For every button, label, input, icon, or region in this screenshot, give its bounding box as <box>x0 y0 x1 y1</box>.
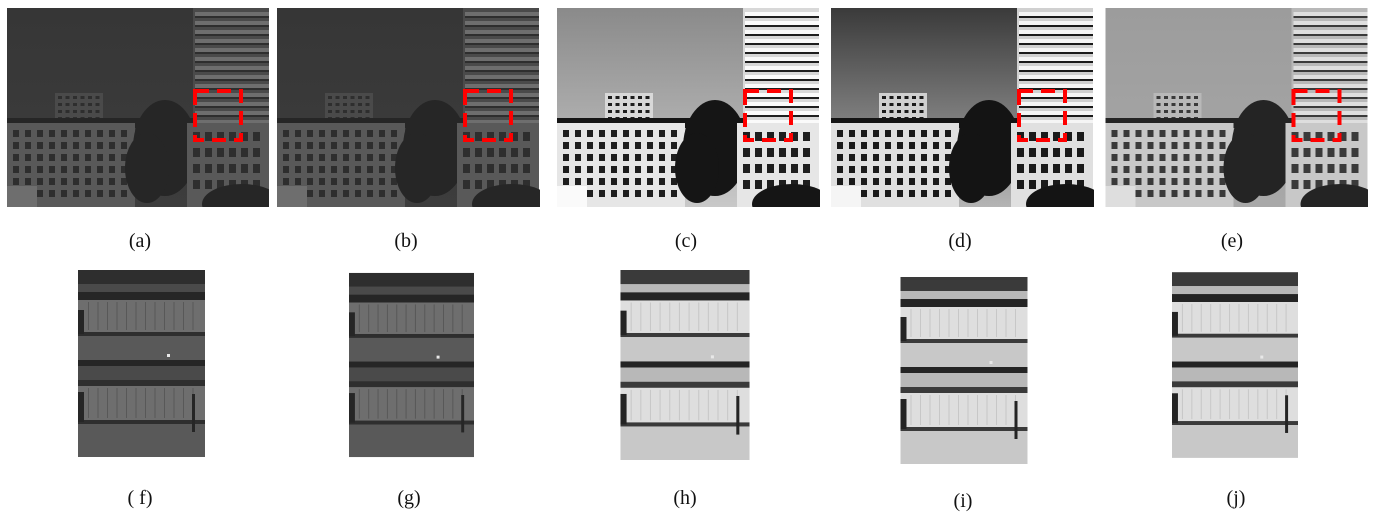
crop-image <box>1172 272 1298 458</box>
caption-e: (e) <box>1220 230 1244 252</box>
crop-image <box>349 272 474 458</box>
image-panel-b <box>276 8 540 207</box>
image-panel-j <box>1172 270 1298 460</box>
image-panel-c <box>556 8 820 207</box>
caption-c: (c) <box>674 230 698 252</box>
scene-image <box>277 8 540 207</box>
caption-d: (d) <box>948 230 972 252</box>
scene-image <box>557 8 820 207</box>
scene-image <box>1105 8 1368 207</box>
caption-j: (j) <box>1226 487 1246 509</box>
image-panel-a <box>7 8 269 207</box>
caption-h: (h) <box>673 487 697 509</box>
scene-image <box>831 8 1094 207</box>
crop-image <box>900 277 1028 464</box>
caption-f: ( f) <box>127 487 153 509</box>
image-panel-f <box>78 270 205 457</box>
image-panel-h <box>620 270 750 460</box>
image-panel-g <box>349 270 474 460</box>
image-panel-i <box>899 277 1029 464</box>
crop-image <box>620 270 750 460</box>
caption-a: (a) <box>128 230 152 252</box>
image-panel-e <box>1105 8 1368 207</box>
crop-image <box>78 270 205 457</box>
caption-b: (b) <box>394 230 418 252</box>
caption-g: (g) <box>397 487 421 509</box>
scene-image <box>7 8 269 207</box>
image-panel-d <box>830 8 1094 207</box>
caption-i: (i) <box>953 490 973 512</box>
